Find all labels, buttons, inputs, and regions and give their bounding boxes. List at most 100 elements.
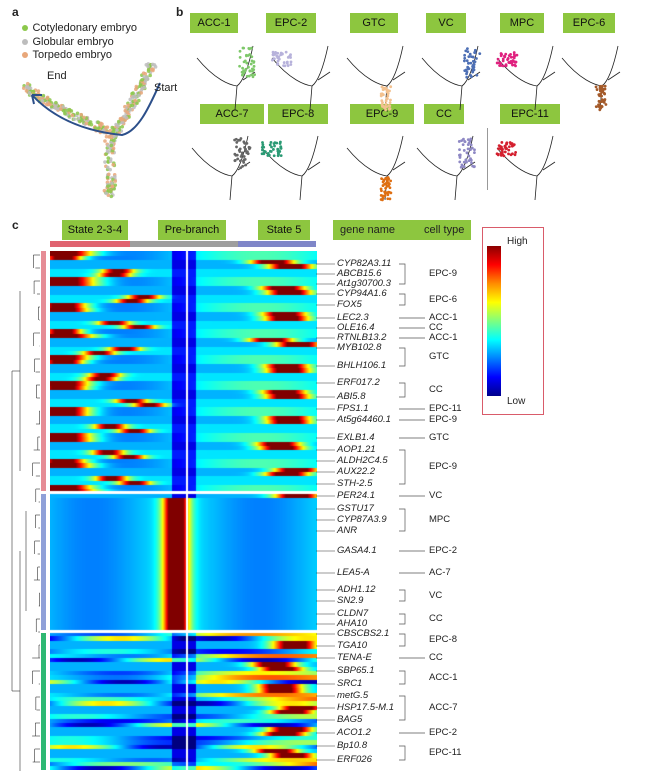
- cell-point: [597, 103, 600, 107]
- cell-point: [272, 148, 275, 151]
- cell-point: [240, 73, 244, 77]
- cell-point: [21, 86, 26, 90]
- cell-point: [80, 118, 84, 122]
- gene-label: TENA-E: [337, 652, 372, 663]
- cell-point: [465, 160, 468, 164]
- cell-type-label: EPC-11: [429, 747, 462, 758]
- cell-point: [381, 196, 385, 200]
- cell-point: [96, 126, 101, 130]
- trajectory-line: [496, 45, 556, 111]
- cell-point: [79, 112, 83, 117]
- group-bracket: [399, 449, 406, 485]
- cell-point: [116, 124, 120, 128]
- cell-point: [466, 47, 469, 51]
- cell-point: [271, 50, 275, 54]
- state-bar-prebranch: [130, 241, 238, 247]
- cell-point: [271, 58, 274, 62]
- cell-point: [386, 92, 390, 95]
- cell-type-label: ACC-7: [429, 702, 458, 713]
- cell-point: [240, 151, 244, 155]
- cell-point: [599, 89, 603, 93]
- cell-point: [280, 52, 284, 55]
- cell-point: [513, 63, 517, 67]
- cell-point: [384, 177, 388, 181]
- trajectory-line: [561, 45, 621, 111]
- gene-label: At5g64460.1: [337, 414, 391, 425]
- mini-tree-epc-8: [260, 135, 321, 201]
- cell-point: [243, 141, 247, 145]
- cell-point: [603, 87, 607, 91]
- legend-label: Globular embryo: [32, 35, 114, 48]
- divider: [487, 128, 488, 190]
- cell-point: [111, 129, 116, 133]
- cell-point: [505, 141, 509, 145]
- cell-point: [113, 179, 118, 183]
- cell-point: [388, 101, 392, 105]
- cell-type-label: ACC-1: [429, 312, 458, 323]
- cell-point: [131, 95, 135, 100]
- cell-point: [514, 151, 518, 154]
- cell-point: [457, 140, 461, 143]
- cell-point: [512, 51, 516, 54]
- cell-point: [599, 106, 603, 110]
- trajectory-cells: [21, 62, 158, 199]
- header-state-234: State 2-3-4: [62, 220, 128, 240]
- cell-point: [246, 54, 250, 57]
- cell-point: [244, 163, 248, 167]
- cell-point: [275, 54, 279, 58]
- cell-point: [507, 145, 511, 149]
- cell-point: [385, 88, 389, 92]
- cell-point: [121, 120, 125, 125]
- legend-globular: Globular embryo: [22, 33, 114, 51]
- end-label: End: [47, 70, 67, 82]
- cell-point: [460, 139, 464, 143]
- cell-point: [82, 115, 86, 120]
- cell-point: [462, 165, 466, 169]
- cell-type-label: VC: [429, 490, 443, 501]
- header-prebranch: Pre-branch: [158, 220, 226, 240]
- cell-point: [103, 139, 107, 143]
- cell-point: [243, 59, 247, 63]
- gene-label: CYP82A3.11: [337, 258, 392, 269]
- cell-point: [501, 152, 504, 156]
- cell-point: [241, 66, 244, 70]
- cell-point: [508, 141, 512, 144]
- cell-point: [462, 160, 466, 164]
- cell-point: [464, 49, 468, 53]
- gene-label: AOP1.21: [337, 444, 376, 455]
- gene-label: SRC1: [337, 678, 363, 689]
- cell-point: [471, 164, 475, 168]
- cell-point: [389, 85, 393, 89]
- header-gene-celltype: gene name cell type: [333, 220, 471, 240]
- cell-point: [239, 166, 243, 170]
- cell-point: [386, 176, 390, 179]
- cell-point: [137, 93, 141, 98]
- cell-point: [237, 138, 240, 142]
- cell-point: [244, 149, 247, 153]
- group-bracket: [399, 670, 406, 685]
- legend-dot: [22, 51, 28, 58]
- cell-point: [262, 145, 266, 149]
- cell-point: [470, 75, 473, 79]
- cell-point: [468, 139, 472, 143]
- cell-point: [512, 143, 516, 147]
- cell-point: [384, 99, 388, 103]
- cell-point: [282, 61, 286, 64]
- cell-point: [235, 145, 238, 149]
- cell-point: [471, 67, 475, 71]
- cell-point: [599, 92, 602, 96]
- cell-point: [386, 197, 390, 201]
- cell-point: [507, 152, 510, 156]
- cell-point: [511, 152, 514, 156]
- cell-point: [460, 163, 464, 167]
- arrow-head: [31, 94, 42, 105]
- cell-point: [468, 52, 472, 56]
- cell-point: [106, 184, 110, 188]
- cell-point: [247, 145, 251, 149]
- cell-type-label: ACC-1: [429, 671, 458, 683]
- group-bracket: [399, 293, 406, 306]
- cell-point: [109, 194, 114, 199]
- cell-point: [110, 181, 114, 186]
- cell-point: [467, 154, 471, 158]
- cell-point: [473, 51, 477, 54]
